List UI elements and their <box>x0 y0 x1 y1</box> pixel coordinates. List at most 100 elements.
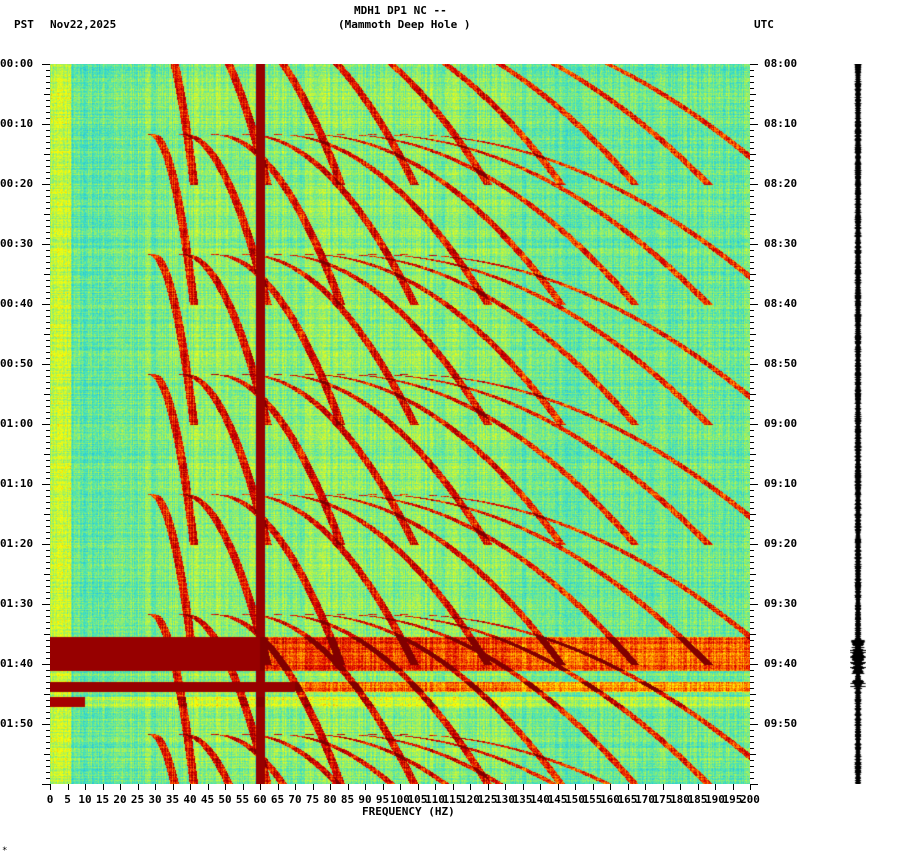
y-tick <box>750 502 754 503</box>
y-tick <box>750 634 756 635</box>
y-tick <box>750 682 754 683</box>
y-tick <box>750 322 754 323</box>
y-tick <box>46 388 50 389</box>
y-tick <box>750 454 756 455</box>
y-tick <box>750 178 754 179</box>
x-tick-label: 145 <box>547 793 568 806</box>
y-tick <box>46 610 50 611</box>
y-tick <box>46 766 50 767</box>
y-tick <box>750 742 754 743</box>
y-tick <box>46 82 50 83</box>
y-tick <box>46 232 50 233</box>
y-tick <box>46 262 50 263</box>
y-tick <box>750 526 754 527</box>
y-tick <box>46 298 50 299</box>
x-tick <box>295 784 296 790</box>
x-tick <box>662 784 664 790</box>
x-tick-label: 55 <box>235 793 250 806</box>
x-tick <box>435 784 436 790</box>
y-tick <box>750 628 754 629</box>
y-tick <box>46 778 50 779</box>
y-tick <box>750 274 756 275</box>
x-tick-label: 100 <box>390 793 410 806</box>
y-tick <box>46 412 50 413</box>
y-tick <box>42 304 50 305</box>
y-tick <box>750 424 758 425</box>
y-tick <box>750 568 754 569</box>
x-tick-label: 130 <box>495 793 515 806</box>
y-tick <box>750 598 754 599</box>
y-tick <box>46 292 50 293</box>
y-tick-label-left: 01:20 <box>0 537 34 550</box>
x-tick <box>155 784 156 790</box>
y-tick <box>750 646 754 647</box>
y-tick-label-left: 01:10 <box>0 477 34 490</box>
y-tick <box>46 622 50 623</box>
y-tick <box>46 358 50 359</box>
y-tick-label-left: 00:10 <box>0 117 34 130</box>
y-tick <box>750 544 758 545</box>
y-tick <box>750 298 754 299</box>
y-tick <box>750 352 754 353</box>
x-tick <box>67 784 69 790</box>
x-tick-label: 135 <box>512 793 533 806</box>
y-tick <box>46 736 50 737</box>
x-tick <box>260 784 261 790</box>
y-tick <box>750 616 754 617</box>
y-tick <box>42 364 50 365</box>
y-tick <box>750 466 754 467</box>
y-tick <box>46 166 50 167</box>
y-tick <box>750 196 754 197</box>
x-tick <box>732 784 734 790</box>
y-tick <box>750 310 754 311</box>
y-tick <box>46 340 50 341</box>
y-tick-label-right: 09:10 <box>764 477 798 490</box>
y-tick <box>46 136 50 137</box>
y-tick <box>750 580 754 581</box>
y-tick <box>46 772 50 773</box>
y-tick <box>750 724 758 725</box>
y-tick <box>46 112 50 113</box>
y-tick <box>750 244 758 245</box>
y-tick <box>750 460 754 461</box>
y-tick <box>750 268 754 269</box>
y-tick <box>46 418 50 419</box>
y-tick <box>46 520 50 521</box>
y-tick <box>750 448 754 449</box>
y-tick <box>750 76 754 77</box>
y-tick <box>750 130 754 131</box>
x-tick-label: 105 <box>407 793 428 806</box>
y-tick <box>42 784 50 785</box>
y-tick <box>750 538 754 539</box>
y-tick <box>750 418 754 419</box>
y-tick <box>46 652 50 653</box>
y-tick <box>44 154 50 155</box>
x-tick-label: 125 <box>477 793 498 806</box>
x-tick-label: 85 <box>340 793 355 806</box>
x-tick-label: 40 <box>183 793 197 806</box>
y-tick <box>46 376 50 377</box>
y-tick <box>46 748 50 749</box>
y-tick <box>750 610 754 611</box>
y-tick <box>46 466 50 467</box>
x-tick-label: 80 <box>323 793 337 806</box>
y-tick <box>46 742 50 743</box>
y-tick <box>750 154 756 155</box>
station-title: MDH1 DP1 NC -- <box>354 4 447 17</box>
y-tick <box>46 130 50 131</box>
y-tick <box>46 718 50 719</box>
y-tick <box>750 202 754 203</box>
y-tick-label-right: 08:30 <box>764 237 798 250</box>
y-tick <box>750 412 754 413</box>
y-tick <box>750 532 754 533</box>
y-tick <box>750 658 754 659</box>
y-tick <box>46 538 50 539</box>
y-tick <box>44 274 50 275</box>
x-tick <box>417 784 419 790</box>
y-tick <box>750 718 754 719</box>
y-tick <box>46 250 50 251</box>
y-tick <box>750 184 758 185</box>
y-tick <box>46 352 50 353</box>
x-tick <box>102 784 104 790</box>
y-tick <box>46 256 50 257</box>
